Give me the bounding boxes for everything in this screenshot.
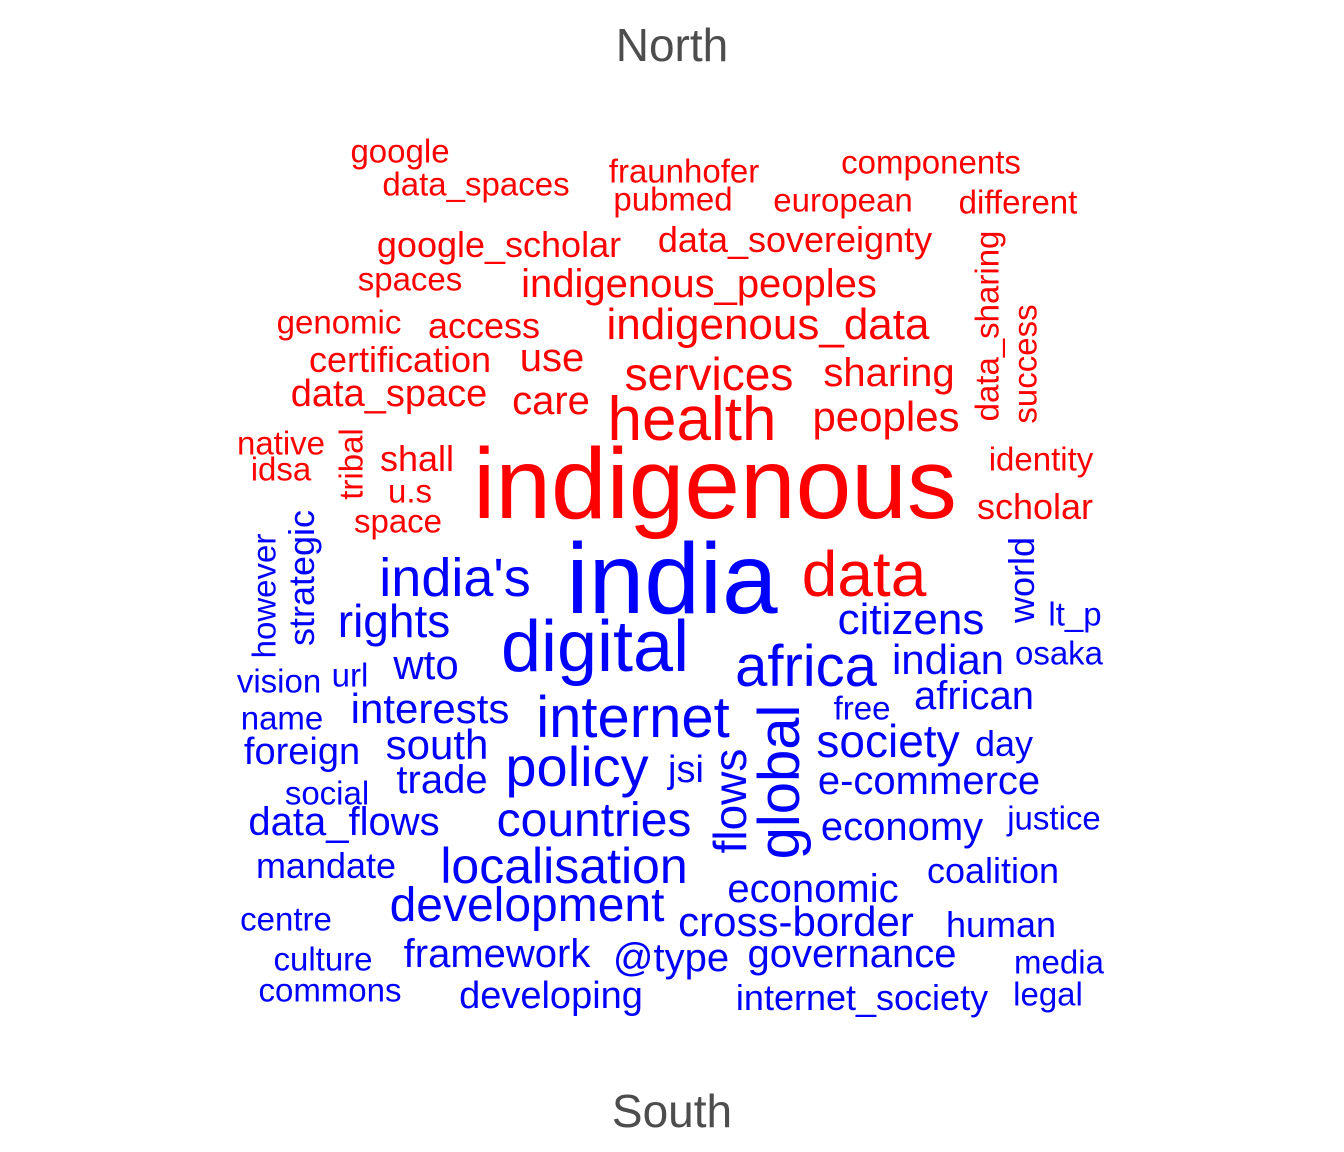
word-development: development <box>389 879 665 932</box>
word-lt_p: lt_p <box>1048 595 1102 633</box>
north-group-label: North <box>615 19 729 71</box>
word-commons: commons <box>258 971 402 1009</box>
word-url: url <box>331 656 369 694</box>
word-countries: countries <box>496 794 692 847</box>
word-rights: rights <box>337 595 451 647</box>
word-indigenous_peoples: indigenous_peoples <box>521 262 877 306</box>
word-culture: culture <box>273 940 373 978</box>
word-google: google <box>350 132 450 170</box>
word-interests: interests <box>350 685 510 732</box>
word-sharing: sharing <box>823 351 955 395</box>
word-day: day <box>974 723 1034 764</box>
word-wto: wto <box>393 641 459 688</box>
word-tribal: tribal <box>332 428 370 500</box>
word-trade: trade <box>396 758 488 802</box>
word-scholar: scholar <box>976 486 1094 527</box>
word-spaces: spaces <box>357 260 463 298</box>
word-vision: vision <box>236 662 322 700</box>
word-however: however <box>245 533 283 659</box>
word-identity: identity <box>988 440 1094 478</box>
word-africa: africa <box>735 634 877 699</box>
word-success: success <box>1006 304 1044 424</box>
word-social: social <box>284 774 370 812</box>
word-india: india <box>566 523 778 635</box>
word-idsa: idsa <box>250 450 312 488</box>
word-african: african <box>913 674 1035 718</box>
word-pubmed: pubmed <box>613 180 733 218</box>
word-data_sharing: data_sharing <box>968 230 1006 422</box>
word-internet: internet <box>536 685 730 750</box>
word-strategic: strategic <box>281 509 322 647</box>
word-data_flows: data_flows <box>248 800 440 844</box>
word-world: world <box>1001 536 1042 624</box>
word-name: name <box>240 699 324 737</box>
word-google_scholar: google_scholar <box>376 224 622 265</box>
word-flows: flows <box>704 748 756 854</box>
word-use: use <box>519 336 585 380</box>
word-health: health <box>607 385 777 454</box>
word-genomic: genomic <box>276 303 402 341</box>
word-governance: governance <box>747 932 957 976</box>
word-peoples: peoples <box>812 393 960 440</box>
word-type: @type <box>612 936 730 980</box>
word-mandate: mandate <box>255 845 397 886</box>
word-osaka: osaka <box>1014 634 1104 672</box>
word-shall: shall <box>379 438 455 479</box>
word-data_spaces: data_spaces <box>382 165 570 203</box>
word-economy: economy <box>820 805 984 849</box>
word-data_sovereignty: data_sovereignty <box>657 219 933 260</box>
word-space: space <box>353 502 443 540</box>
word-south: south <box>385 721 489 768</box>
word-foreign: foreign <box>243 731 361 773</box>
word-different: different <box>958 183 1078 221</box>
word-native: native <box>236 424 326 462</box>
word-media: media <box>1014 943 1104 981</box>
word-citizens: citizens <box>837 595 985 644</box>
word-u_s: u.s <box>387 472 433 510</box>
word-developing: developing <box>459 975 643 1017</box>
word-coalition: coalition <box>926 850 1060 891</box>
word-india_s: india's <box>379 548 531 608</box>
word-framework: framework <box>403 932 591 976</box>
word-policy: policy <box>505 735 649 798</box>
word-services: services <box>624 348 794 400</box>
word-access: access <box>427 305 541 346</box>
word-european: european <box>773 181 913 219</box>
south-group-label: South <box>611 1085 733 1137</box>
word-digital: digital <box>500 607 690 687</box>
word-indigenous: indigenous <box>473 428 957 540</box>
word-cross_border: cross-border <box>678 898 914 945</box>
word-economic: economic <box>727 867 899 911</box>
word-fraunhofer: fraunhofer <box>608 152 760 190</box>
word-localisation: localisation <box>440 838 688 894</box>
word-care: care <box>512 379 590 423</box>
word-certification: certification <box>308 339 492 380</box>
word-global: global <box>747 704 812 860</box>
word-centre: centre <box>240 900 332 938</box>
word-data_space: data_space <box>290 373 488 415</box>
word-human: human <box>945 904 1057 945</box>
word-justice: justice <box>1007 799 1101 837</box>
word-internet_society: internet_society <box>735 977 989 1018</box>
word-e_commerce: e-commerce <box>817 759 1041 803</box>
word-data: data <box>801 538 927 610</box>
word-free: free <box>833 689 891 727</box>
word-society: society <box>816 715 960 767</box>
word-indigenous_data: indigenous_data <box>606 300 930 349</box>
word-components: components <box>841 143 1021 181</box>
word-jsi: jsi <box>668 749 704 791</box>
word-indian: indian <box>891 636 1005 683</box>
word-legal: legal <box>1013 975 1083 1013</box>
